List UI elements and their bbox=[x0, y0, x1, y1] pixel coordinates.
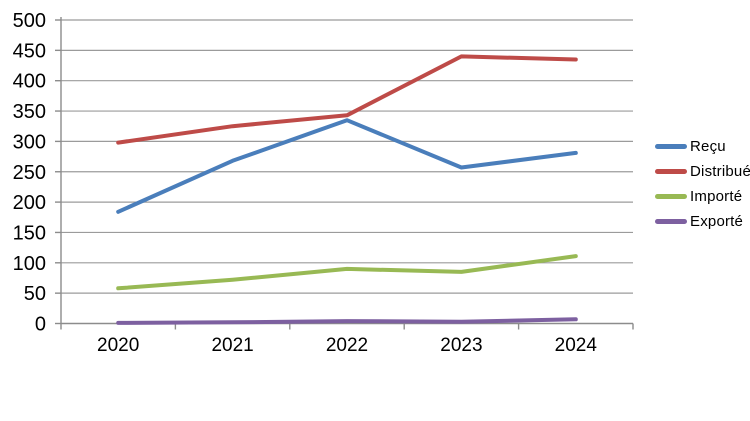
y-axis-tick-label: 450 bbox=[13, 40, 46, 62]
legend-swatch-importe bbox=[655, 194, 687, 199]
series-line-distribue bbox=[116, 54, 578, 145]
legend-label-recu: Reçu bbox=[690, 138, 726, 155]
legend-item-distribue: Distribué bbox=[655, 163, 750, 180]
y-axis-tick-label: 350 bbox=[13, 101, 46, 123]
y-axis-tick-label: 300 bbox=[13, 131, 46, 153]
x-axis-tick-label: 2023 bbox=[440, 335, 482, 356]
y-axis-tick-label: 0 bbox=[35, 314, 46, 336]
series-line-recu bbox=[116, 118, 578, 214]
series-line-importe bbox=[116, 254, 578, 291]
legend-label-importe: Importé bbox=[690, 188, 743, 205]
y-axis-tick-label: 500 bbox=[13, 10, 46, 32]
y-axis-tick-label: 150 bbox=[13, 222, 46, 244]
y-axis-tick-label: 200 bbox=[13, 192, 46, 214]
legend-label-exporte: Exporté bbox=[690, 213, 744, 230]
legend-item-importe: Importé bbox=[655, 188, 750, 205]
legend-item-recu: Reçu bbox=[655, 138, 750, 155]
legend-swatch-distribue bbox=[655, 169, 687, 174]
legend-item-exporte: Exporté bbox=[655, 213, 750, 230]
x-axis-tick-label: 2022 bbox=[326, 335, 368, 356]
x-axis-tick-label: 2024 bbox=[555, 335, 598, 356]
x-axis-tick-label: 2021 bbox=[211, 335, 253, 356]
y-axis-tick-label: 50 bbox=[24, 283, 46, 305]
y-axis-tick-label: 250 bbox=[13, 162, 46, 184]
legend-label-distribue: Distribué bbox=[690, 163, 750, 180]
legend-swatch-exporte bbox=[655, 219, 687, 224]
chart-legend: Reçu Distribué Importé Exporté bbox=[655, 138, 750, 230]
series-line-exporte bbox=[116, 317, 578, 325]
y-axis-tick-label: 400 bbox=[13, 71, 46, 93]
y-axis-tick-label: 100 bbox=[13, 253, 46, 275]
x-axis-tick-label: 2020 bbox=[97, 335, 139, 356]
legend-swatch-recu bbox=[655, 144, 687, 149]
